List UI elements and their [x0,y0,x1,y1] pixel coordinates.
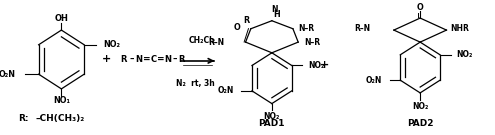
Text: NO₂: NO₂ [103,40,120,49]
Text: NO₂: NO₂ [457,50,473,59]
Text: C: C [150,55,157,64]
Text: –: – [130,55,135,64]
Text: H: H [273,10,280,19]
Text: CH₂Cl₂: CH₂Cl₂ [189,36,216,45]
Text: –: – [173,55,178,64]
Text: NO₂: NO₂ [412,102,428,111]
Text: R: R [179,55,185,64]
Text: O: O [234,23,241,32]
Text: R: R [243,16,249,25]
Text: N: N [136,55,143,64]
Text: O₂N: O₂N [0,70,16,79]
Text: +: + [320,60,329,70]
Text: OH: OH [54,14,68,23]
Text: O₂N: O₂N [366,76,382,85]
Text: =: = [157,55,165,64]
Text: NO₁: NO₁ [53,96,70,105]
Text: +: + [102,55,111,65]
Text: =: = [143,55,150,64]
Text: N: N [271,5,278,14]
Text: N–R: N–R [304,38,320,47]
Text: N–R: N–R [298,24,315,33]
Text: N: N [164,55,172,64]
Text: NHR: NHR [450,24,469,33]
Text: R–N: R–N [208,38,224,47]
Text: R–N: R–N [354,24,370,33]
Text: PAD2: PAD2 [407,119,434,128]
Text: N₂  rt, 3h: N₂ rt, 3h [176,79,215,88]
Text: R:: R: [18,114,29,123]
Text: O₂N: O₂N [217,86,234,95]
Text: O: O [417,3,424,12]
Text: NO₂: NO₂ [308,61,325,70]
Text: R: R [120,55,127,64]
Text: –CH(CH₃)₂: –CH(CH₃)₂ [35,114,84,123]
Text: PAD1: PAD1 [258,119,285,128]
Text: NO₂: NO₂ [264,112,280,122]
